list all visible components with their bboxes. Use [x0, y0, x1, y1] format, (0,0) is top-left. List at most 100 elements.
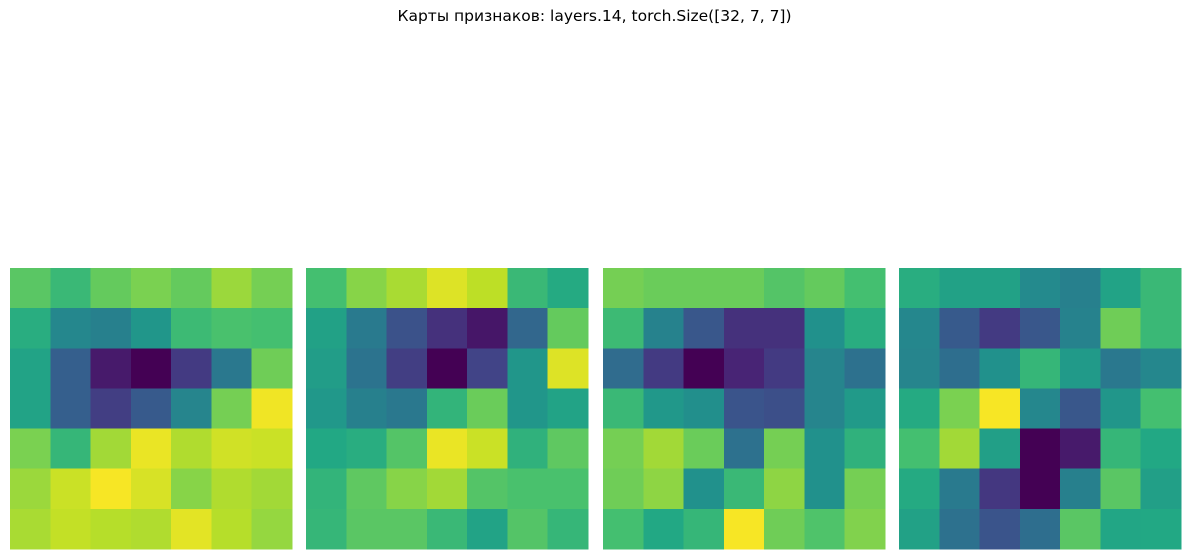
heatmap-cell [764, 308, 806, 349]
heatmap-cell [547, 348, 589, 390]
heatmap-cell [467, 268, 509, 309]
heatmap-cell [386, 308, 428, 349]
heatmap-cell [683, 388, 725, 430]
heatmap-cell [50, 468, 92, 510]
heatmap-cell [899, 388, 940, 430]
feature-map-1 [10, 268, 293, 550]
heatmap-cell [547, 428, 589, 470]
heatmap-cell [386, 388, 428, 430]
heatmap-cell [723, 388, 765, 430]
heatmap-cell [90, 468, 132, 510]
heatmap-cell [683, 468, 725, 510]
heatmap-cell [1140, 468, 1182, 510]
heatmap-cell [306, 308, 347, 349]
heatmap-cell [426, 428, 468, 470]
heatmap-cell [10, 388, 51, 430]
heatmap-cell [251, 388, 293, 430]
heatmap-cell [804, 308, 846, 349]
heatmap-cell [723, 428, 765, 470]
heatmap-cell [306, 388, 347, 430]
heatmap-cell [171, 348, 213, 390]
heatmap-cell [171, 308, 213, 349]
heatmap-cell [507, 428, 549, 470]
heatmap-cell [211, 508, 253, 550]
heatmap-cell [467, 348, 509, 390]
heatmap-cell [844, 268, 886, 309]
heatmap-cell [386, 428, 428, 470]
heatmap-cell [804, 268, 846, 309]
heatmap-cell [899, 348, 940, 390]
heatmap-cell [507, 468, 549, 510]
heatmap-cell [1019, 348, 1061, 390]
heatmap-cell [1100, 268, 1142, 309]
heatmap-cell [251, 468, 293, 510]
heatmap-cell [467, 428, 509, 470]
heatmap-cell [507, 348, 549, 390]
heatmap-cell [346, 268, 388, 309]
heatmap-cell [643, 308, 685, 349]
heatmap-cell [979, 348, 1021, 390]
heatmap-cell [804, 348, 846, 390]
heatmap-cell [1100, 388, 1142, 430]
heatmap-cell [386, 268, 428, 309]
heatmap-cell [10, 348, 51, 390]
heatmap-cell [1100, 468, 1142, 510]
heatmap-cell [764, 508, 806, 550]
heatmap-cell [346, 388, 388, 430]
heatmap-cell [844, 308, 886, 349]
heatmap-cell [90, 508, 132, 550]
heatmap-cell [90, 388, 132, 430]
heatmap-cell [603, 388, 644, 430]
heatmap-cell [723, 268, 765, 309]
heatmap-cell [171, 428, 213, 470]
heatmap-cell [50, 348, 92, 390]
heatmap-cell [306, 268, 347, 309]
heatmap-cell [426, 348, 468, 390]
feature-map-2 [306, 268, 589, 550]
heatmap-cell [683, 348, 725, 390]
heatmap-cell [346, 348, 388, 390]
heatmap-cell [683, 268, 725, 309]
heatmap-cell [251, 268, 293, 309]
heatmap-cell [467, 308, 509, 349]
heatmap-cell [764, 468, 806, 510]
heatmap-cell [1100, 348, 1142, 390]
heatmap-cell [130, 428, 172, 470]
heatmap-cell [130, 268, 172, 309]
heatmap-cell [467, 468, 509, 510]
heatmap-cell [939, 468, 981, 510]
heatmap-cell [804, 508, 846, 550]
heatmap-cell [723, 468, 765, 510]
heatmap-cell [899, 508, 940, 550]
heatmap-cell [507, 308, 549, 349]
heatmap-cell [603, 428, 644, 470]
heatmap-cell [643, 348, 685, 390]
heatmap-cell [764, 268, 806, 309]
heatmap-cell [683, 428, 725, 470]
heatmap-cell [211, 428, 253, 470]
heatmap-cell [50, 428, 92, 470]
heatmap-cell [386, 508, 428, 550]
heatmap-cell [171, 468, 213, 510]
heatmap-cell [603, 268, 644, 309]
heatmap-cell [547, 268, 589, 309]
heatmap-cell [130, 308, 172, 349]
heatmap-cell [723, 508, 765, 550]
heatmap-cell [211, 468, 253, 510]
heatmap-cell [547, 468, 589, 510]
heatmap-cell [426, 508, 468, 550]
heatmap-cell [939, 508, 981, 550]
heatmap-cell [10, 508, 51, 550]
heatmap-cell [939, 268, 981, 309]
heatmap-cell [426, 308, 468, 349]
heatmap-cell [467, 388, 509, 430]
heatmap-cell [1060, 468, 1102, 510]
heatmap-cell [507, 268, 549, 309]
heatmap-cell [723, 308, 765, 349]
heatmap-cell [1100, 308, 1142, 349]
heatmap-cell [1060, 268, 1102, 309]
figure-title: Карты признаков: layers.14, torch.Size([… [397, 7, 792, 25]
heatmap-cell [899, 268, 940, 309]
heatmap-cell [939, 428, 981, 470]
heatmap-cell [1140, 388, 1182, 430]
